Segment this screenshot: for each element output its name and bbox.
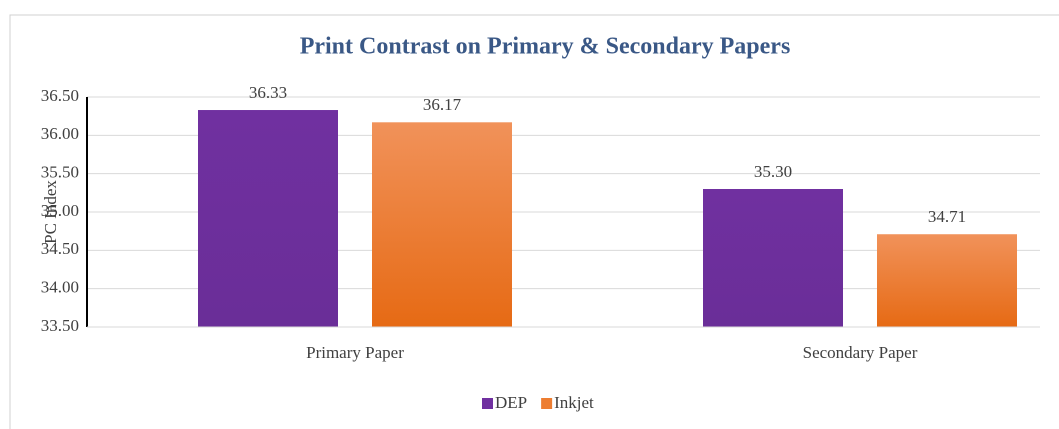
y-tick-label: 35.00: [41, 201, 79, 220]
legend-swatch: [482, 398, 493, 409]
data-label: 36.17: [423, 95, 462, 114]
data-label: 34.71: [928, 207, 966, 226]
bar: [198, 110, 338, 328]
data-label: 36.33: [249, 83, 287, 102]
y-tick-label: 36.00: [41, 124, 79, 143]
bar: [703, 189, 843, 327]
y-axis-label: PC Index: [41, 180, 60, 244]
bar: [877, 234, 1017, 327]
legend-label: Inkjet: [554, 393, 594, 412]
y-tick-label: 35.50: [41, 163, 79, 182]
bar: [372, 122, 512, 327]
y-tick-label: 36.50: [41, 86, 79, 105]
data-label: 35.30: [754, 162, 792, 181]
legend-swatch: [541, 398, 553, 409]
chart-border: [9, 14, 1059, 429]
y-tick-label: 34.50: [41, 239, 79, 258]
x-tick-label: Secondary Paper: [803, 343, 918, 362]
chart-title: Print Contrast on Primary & Secondary Pa…: [300, 34, 791, 60]
legend-label: DEP: [495, 393, 527, 412]
x-tick-label: Primary Paper: [306, 343, 404, 362]
y-tick-label: 34.00: [41, 278, 79, 297]
y-tick-label: 33.50: [41, 316, 79, 335]
